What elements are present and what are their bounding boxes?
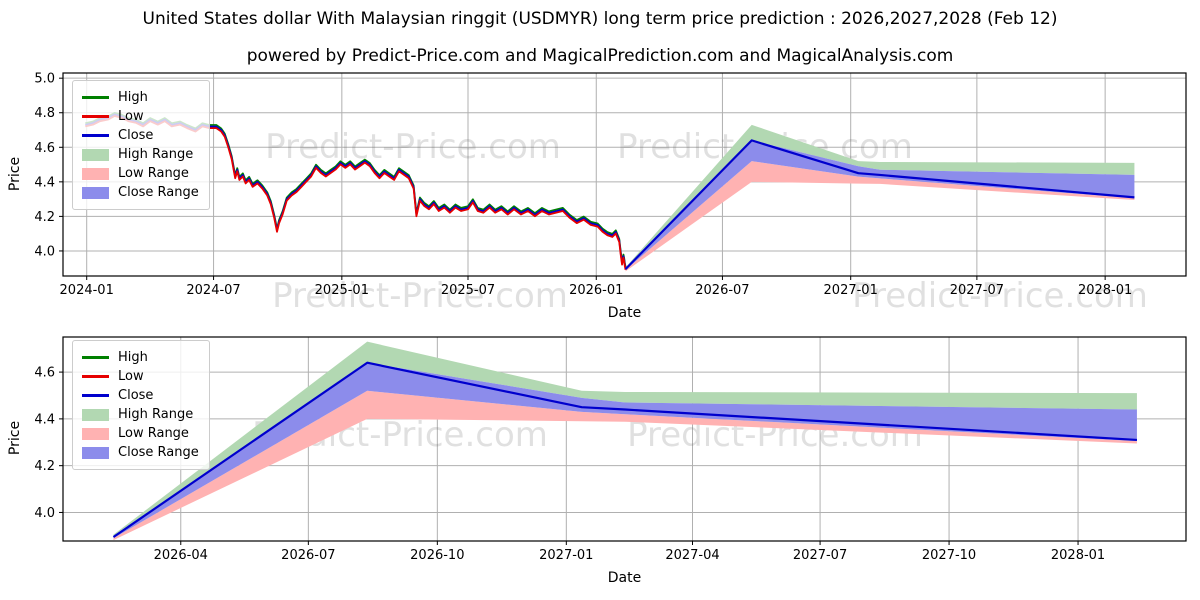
legend-item-low: Low (82, 367, 199, 386)
legend-patch-swatch (82, 167, 109, 180)
low-line (85, 115, 627, 270)
chart-title: United States dollar With Malaysian ring… (142, 9, 1058, 29)
y-tick-label: 4.6 (34, 141, 55, 156)
legend-label: Close (118, 388, 154, 403)
y-tick-label: 4.2 (34, 459, 55, 474)
legend-line-swatch (82, 134, 109, 137)
x-tick-label: 2028-01 (1078, 283, 1132, 298)
legend-item-low-range: Low Range (82, 424, 199, 443)
legend-patch-swatch (82, 148, 109, 161)
x-tick-label: 2025-07 (441, 283, 495, 298)
close-forecast-line (624, 139, 1135, 270)
legend-item-high: High (82, 348, 199, 367)
y-axis-label-top: Price (7, 156, 24, 192)
x-tick-label: 2025-01 (315, 283, 369, 298)
x-tick-label: 2027-01 (539, 548, 593, 563)
prediction-detail-chart: Predict-Price.com Predict-Price.com4.64.4… (34, 336, 1187, 586)
forecast-band (625, 161, 1135, 272)
x-tick-label: 2026-07 (695, 283, 749, 298)
legend-label: High (118, 90, 148, 105)
legend-top-chart: High Low Close High Range Low Range Close Ran… (72, 80, 210, 210)
close-forecast-line (112, 361, 1137, 538)
y-tick-label: 4.6 (34, 366, 55, 381)
x-tick-label: 2026-07 (281, 548, 335, 563)
forecast-band (113, 362, 1137, 539)
y-tick-label: 4.8 (34, 106, 55, 121)
x-tick-label: 2027-07 (950, 283, 1004, 298)
legend-patch-swatch (82, 446, 109, 459)
legend-line-swatch (82, 356, 109, 359)
x-tick-label: 2027-07 (793, 548, 847, 563)
legend-item-high-range: High Range (82, 145, 199, 164)
x-tick-label: 2027-04 (665, 548, 719, 563)
legend-label: Low (118, 109, 144, 124)
forecast-band (113, 390, 1137, 541)
legend-patch-swatch (82, 186, 109, 199)
legend-item-close-range: Close Range (82, 183, 199, 202)
x-axis-label: Date (608, 305, 641, 321)
x-tick-label: 2024-07 (186, 283, 240, 298)
forecast-band (625, 140, 1135, 270)
legend-line-swatch (82, 375, 109, 378)
legend-item-high-range: High Range (82, 405, 199, 424)
legend-item-low-range: Low Range (82, 164, 199, 183)
legend-label: Close Range (118, 185, 199, 200)
y-tick-label: 4.4 (34, 412, 55, 427)
legend-item-close-range: Close Range (82, 443, 199, 462)
legend-line-swatch (82, 96, 109, 99)
legend-label: High Range (118, 147, 194, 162)
legend-item-low: Low (82, 107, 199, 126)
high-line (85, 112, 627, 267)
legend-line-swatch (82, 394, 109, 397)
x-tick-label: 2026-01 (569, 283, 623, 298)
y-tick-label: 5.0 (34, 72, 55, 87)
legend-label: Low Range (118, 166, 189, 181)
y-tick-label: 4.0 (34, 506, 55, 521)
legend-line-swatch (82, 115, 109, 118)
watermark-text: Predict-Price.com (852, 276, 1148, 316)
x-tick-label: 2027-01 (824, 283, 878, 298)
x-tick-label: 2026-04 (154, 548, 208, 563)
y-tick-label: 4.2 (34, 210, 55, 225)
close-line-history (85, 113, 627, 269)
legend-label: Low Range (118, 426, 189, 441)
legend-item-high: High (82, 88, 199, 107)
x-tick-label: 2027-10 (922, 548, 976, 563)
legend-label: High (118, 350, 148, 365)
legend-label: Close (118, 128, 154, 143)
x-axis-label: Date (608, 570, 641, 586)
legend-label: Low (118, 369, 144, 384)
legend-bottom-chart: High Low Close High Range Low Range Close Ran… (72, 340, 210, 470)
legend-item-close: Close (82, 126, 199, 145)
y-tick-label: 4.4 (34, 175, 55, 190)
chart-subtitle: powered by Predict-Price.com and Magical… (246, 46, 954, 66)
x-tick-label: 2024-01 (60, 283, 114, 298)
legend-patch-swatch (82, 427, 109, 440)
legend-item-close: Close (82, 386, 199, 405)
legend-patch-swatch (82, 408, 109, 421)
y-tick-label: 4.0 (34, 244, 55, 259)
legend-label: Close Range (118, 445, 199, 460)
x-tick-label: 2026-10 (410, 548, 464, 563)
x-tick-label: 2028-01 (1051, 548, 1105, 563)
watermark-text: Predict-Price.com (265, 127, 561, 167)
y-axis-label-bottom: Price (7, 420, 24, 456)
price-history-chart: Predict-Price.com Predict-Price.com Predic… (34, 72, 1187, 321)
watermark-text: Predict-Price.com (272, 276, 568, 316)
legend-label: High Range (118, 407, 194, 422)
